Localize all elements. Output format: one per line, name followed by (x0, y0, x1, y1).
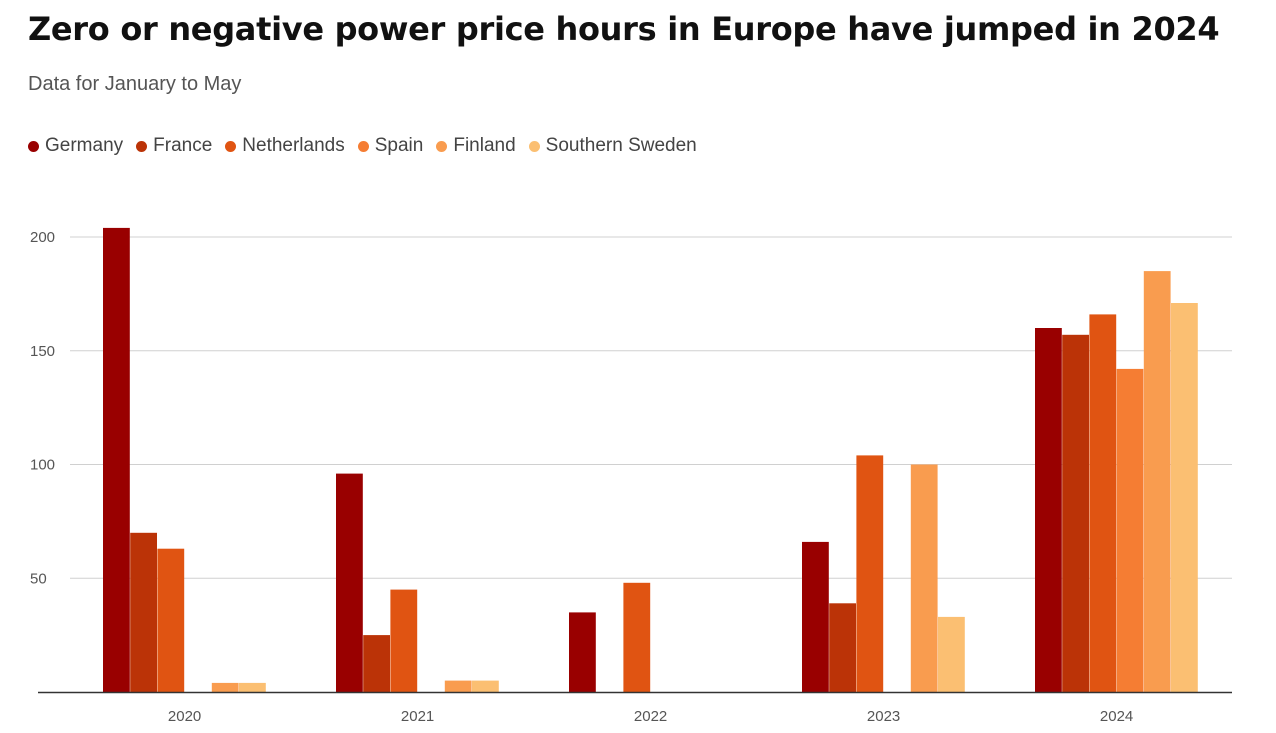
y-tick-label: 50 (30, 570, 47, 587)
chart-subtitle: Data for January to May (28, 73, 242, 95)
legend-label: Netherlands (242, 135, 345, 156)
legend-item: Finland (436, 135, 516, 157)
legend-item: France (136, 135, 212, 157)
legend-swatch (357, 140, 369, 152)
legend-item: Spain (357, 135, 424, 157)
chart-title: Zero or negative power price hours in Eu… (28, 10, 1220, 48)
legend-swatch (136, 140, 148, 152)
x-tick-label: 2020 (168, 708, 201, 725)
bar-germany-2023 (802, 541, 829, 692)
bar-netherlands-2023 (856, 455, 884, 692)
legend-item: Germany (28, 135, 123, 157)
legend: Germany France Netherlands Spain Finland Sout… (28, 135, 710, 157)
bar-france-2021 (363, 635, 390, 692)
bar-southern-sweden-2021 (472, 680, 499, 692)
bar-france-2020 (130, 532, 157, 693)
x-tick-label: 2024 (1100, 708, 1133, 725)
legend-label: Germany (45, 135, 124, 156)
y-tick-label: 200 (30, 229, 55, 246)
y-tick-label: 100 (30, 457, 55, 474)
bar-netherlands-2020 (157, 548, 185, 692)
bar-germany-2021 (336, 473, 363, 692)
bar-finland-2020 (211, 682, 239, 692)
legend-swatch (436, 140, 448, 152)
legend-label: Spain (374, 135, 424, 156)
legend-item: Southern Sweden (528, 135, 697, 157)
legend-label: Southern Sweden (545, 135, 697, 156)
bar-southern-sweden-2020 (239, 682, 266, 692)
bar-netherlands-2022 (623, 582, 651, 692)
bar-france-2023 (829, 603, 856, 692)
bar-finland-2023 (910, 464, 938, 692)
x-tick-label: 2022 (634, 708, 667, 725)
bar-southern-sweden-2023 (938, 616, 965, 692)
bar-germany-2020 (103, 227, 130, 692)
bar-southern-sweden-2024 (1171, 303, 1198, 692)
bar-netherlands-2024 (1089, 314, 1117, 692)
legend-swatch (225, 140, 237, 152)
y-tick-label: 150 (30, 343, 55, 360)
legend-label: Finland (453, 135, 516, 156)
legend-item: Netherlands (225, 135, 345, 157)
bar-spain-2024 (1116, 368, 1144, 692)
bar-germany-2022 (569, 612, 596, 692)
x-tick-label: 2023 (867, 708, 900, 725)
legend-swatch (528, 140, 540, 152)
bar-finland-2024 (1143, 271, 1171, 692)
bar-netherlands-2021 (390, 589, 418, 692)
legend-label: France (153, 135, 213, 156)
bar-germany-2024 (1035, 328, 1062, 692)
bar-france-2024 (1062, 334, 1089, 692)
legend-swatch (28, 140, 39, 152)
x-tick-label: 2021 (401, 708, 434, 725)
bar-finland-2021 (444, 680, 472, 692)
